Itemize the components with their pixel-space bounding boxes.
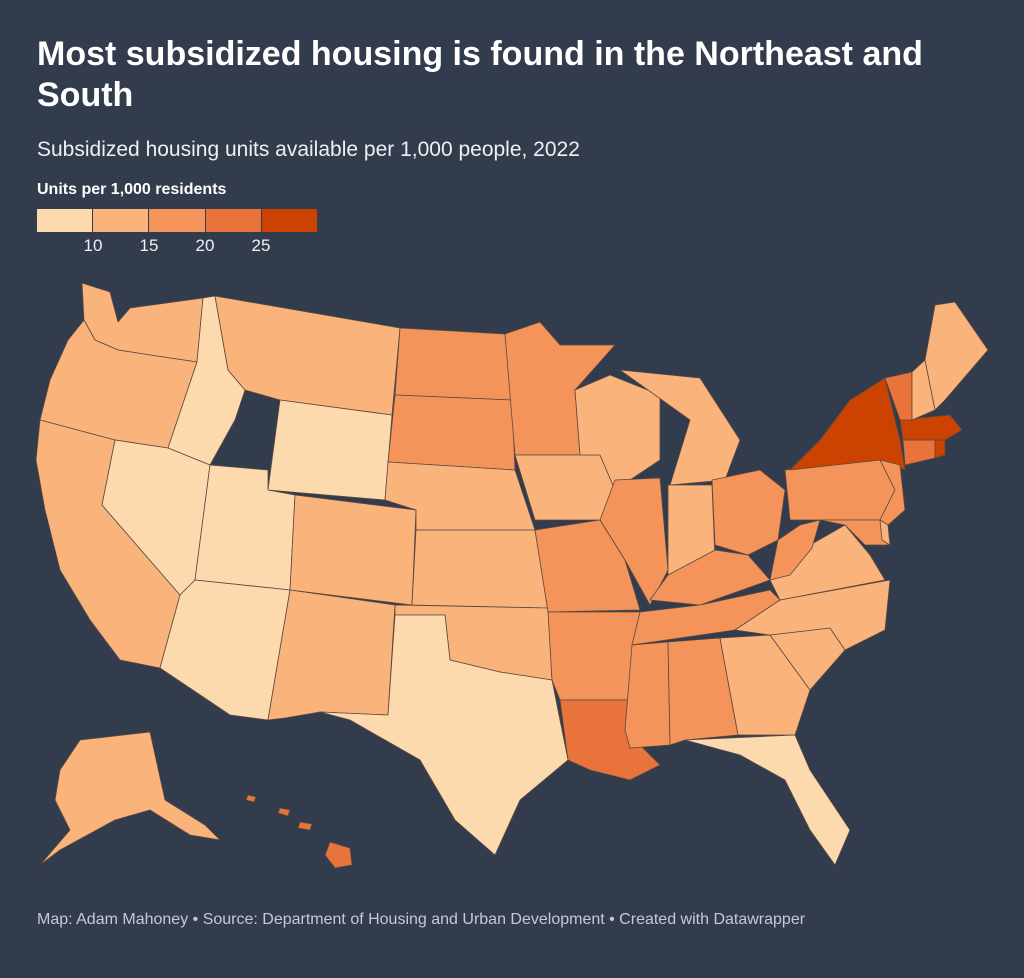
legend-swatch-4: [205, 209, 262, 232]
legend-swatch-2: [93, 209, 150, 232]
state-alaska[interactable]: [39, 731, 221, 866]
state-massachusetts[interactable]: [899, 414, 963, 441]
state-new-york[interactable]: [789, 377, 906, 471]
state-connecticut[interactable]: [902, 439, 936, 466]
state-wyoming[interactable]: [267, 399, 393, 501]
state-alabama[interactable]: [667, 637, 739, 746]
state-illinois[interactable]: [599, 477, 669, 606]
legend-tick-20: 20: [195, 236, 215, 255]
state-iowa[interactable]: [514, 454, 616, 521]
state-missouri[interactable]: [534, 519, 641, 613]
legend-title: Units per 1,000 residents: [37, 181, 227, 198]
state-west-virginia[interactable]: [769, 519, 821, 581]
chart-subtitle: Subsidized housing units available per 1…: [37, 138, 580, 161]
state-south-dakota[interactable]: [387, 394, 516, 471]
chart-title: Most subsidized housing is found in the …: [37, 35, 923, 114]
state-maine[interactable]: [924, 301, 989, 411]
state-hawaii[interactable]: [245, 794, 353, 869]
state-florida[interactable]: [684, 734, 851, 866]
state-new-mexico[interactable]: [267, 589, 396, 721]
state-rhode-island[interactable]: [934, 439, 946, 459]
legend-swatch-1: [37, 209, 94, 232]
legend-tick-25: 25: [251, 236, 271, 255]
state-colorado[interactable]: [289, 494, 417, 606]
chart-footer: Map: Adam Mahoney • Source: Department o…: [37, 911, 806, 928]
state-texas[interactable]: [319, 614, 569, 856]
state-arkansas[interactable]: [547, 611, 641, 701]
state-maryland[interactable]: [819, 519, 889, 546]
state-delaware[interactable]: [879, 519, 891, 546]
legend-tick-10: 10: [83, 236, 103, 255]
legend-swatch-3: [149, 209, 206, 232]
state-arizona[interactable]: [159, 579, 291, 721]
legend-swatch-5: [261, 209, 318, 232]
state-mississippi[interactable]: [624, 641, 671, 749]
state-ohio[interactable]: [711, 469, 786, 556]
state-kansas[interactable]: [411, 529, 549, 609]
state-georgia[interactable]: [719, 634, 811, 736]
state-north-dakota[interactable]: [394, 327, 513, 401]
legend-tick-15: 15: [139, 236, 159, 255]
legend-color-bar: [37, 209, 318, 232]
